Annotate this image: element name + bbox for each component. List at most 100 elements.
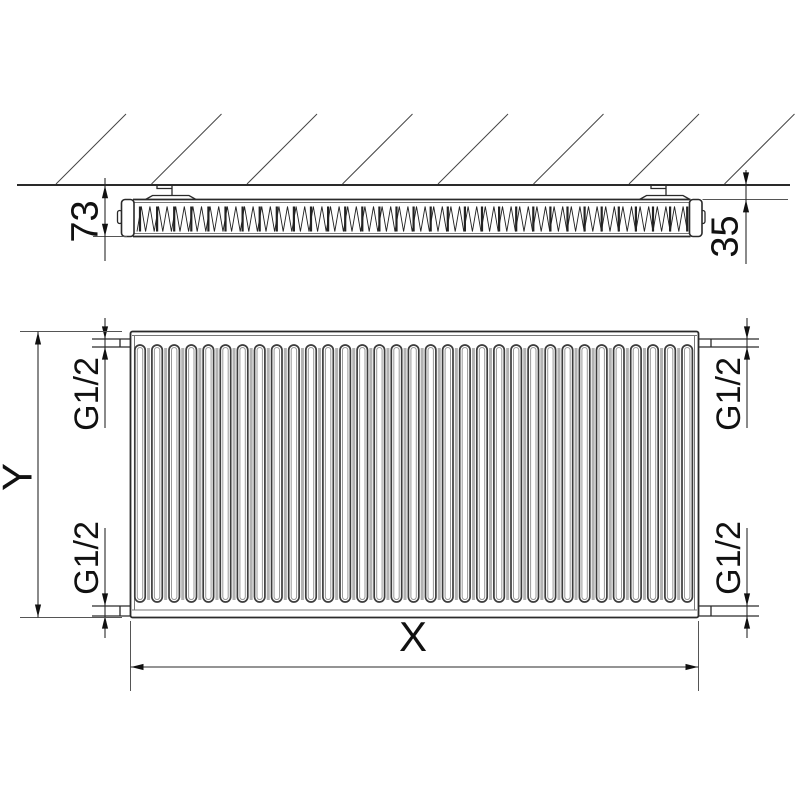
fin-slot [287, 344, 300, 603]
fin-slot-inner [666, 347, 674, 600]
dim-depth-arrow-down [101, 223, 109, 237]
arrow-down [743, 326, 751, 339]
arrow-left [131, 663, 144, 671]
fin-slot-inner [393, 347, 400, 600]
fin-slot-inner [564, 347, 571, 600]
fin-slot-inner [581, 347, 588, 600]
fin-gap-shading [147, 348, 681, 600]
hatch-line [55, 113, 127, 185]
dim-label-connection-bottom-left: G1/2 [68, 521, 106, 595]
fin-slot [270, 344, 283, 603]
dim-connection-bottom-right: G1/2 [710, 521, 751, 638]
side-view: 73 35 [17, 113, 795, 264]
fin-slot-inner [615, 347, 622, 600]
dim-label-wall-distance: 35 [704, 215, 746, 257]
fin-slot-inner [307, 347, 315, 600]
dim-label-connection-bottom-right: G1/2 [710, 521, 748, 595]
arrow-right [685, 663, 698, 671]
fin-slot [356, 344, 369, 603]
fin-slot [151, 344, 164, 603]
fin-slot [544, 344, 557, 603]
fin-slot-inner [171, 347, 178, 600]
dim-wall-distance-arrow-down [742, 172, 750, 185]
fin-slot-inner [342, 347, 349, 600]
fin-slot [527, 344, 540, 603]
fin-slot-inner [461, 347, 469, 600]
fin-slot-inner [478, 347, 486, 600]
fin-slot-inner [513, 347, 520, 600]
dim-height-extension-lines [20, 331, 122, 618]
fin-slot [475, 344, 489, 603]
fin-slot-inner [239, 347, 246, 600]
fin-slot [236, 344, 249, 603]
fin-slot-inner [359, 347, 366, 600]
dim-height: Y [0, 331, 122, 618]
fin-slot-inner [153, 347, 161, 600]
arrow-up [743, 616, 751, 629]
arrow-down [101, 593, 109, 606]
fin-slot-inner [598, 347, 605, 600]
zigzag-path [136, 206, 688, 232]
fin-slot [578, 344, 591, 603]
fin-slot [304, 344, 318, 603]
arrow-up [743, 347, 751, 360]
wall-bracket-right [639, 185, 691, 201]
dim-connection-bottom-left: G1/2 [68, 521, 109, 638]
wall-hatch [55, 113, 795, 185]
hatch-line [533, 113, 604, 185]
fin-slot [612, 344, 625, 603]
hatch-line [437, 113, 509, 185]
fin-slot [424, 344, 437, 603]
fin-slot [441, 344, 454, 603]
fin-slot-inner [222, 347, 229, 600]
convection-fin-zigzag [136, 206, 689, 232]
fin-slot-inner [495, 347, 503, 600]
fin-slot [133, 344, 147, 603]
fin-slot [493, 344, 506, 603]
fin-slot [185, 344, 198, 603]
radiator-side-body [116, 198, 706, 238]
fin-slot [390, 344, 403, 603]
hatch-line [342, 113, 413, 185]
fin-slot [407, 344, 420, 603]
fin-slot-inner [684, 347, 691, 600]
fin-slot-inner [444, 347, 452, 600]
dim-label-connection-top-right: G1/2 [710, 357, 748, 431]
hatch-line [246, 113, 318, 185]
arrow-down [34, 604, 42, 617]
dim-depth-arrow-up [101, 185, 109, 199]
fin-slot [168, 344, 181, 603]
dim-wall-distance: 35 [702, 170, 788, 264]
arrow-up [101, 347, 109, 360]
right-end-cap [688, 198, 703, 238]
fin-slot-inner [273, 347, 281, 600]
fin-slot [595, 344, 608, 603]
hatch-line [151, 113, 222, 185]
fin-slot-inner [290, 347, 298, 600]
dim-label-width: X [399, 613, 427, 660]
fin-slot [561, 344, 574, 603]
connection-stub-top-right [698, 338, 759, 348]
fin-slot-inner [632, 347, 640, 600]
fin-slot [664, 344, 677, 603]
connection-stub-bottom-left [92, 605, 131, 617]
dim-label-depth: 73 [64, 200, 106, 242]
wall-bracket-left [145, 185, 197, 201]
fin-slot-inner [649, 347, 657, 600]
fin-slot [629, 344, 642, 603]
dim-depth: 73 [64, 178, 127, 261]
dim-label-connection-top-left: G1/2 [68, 357, 106, 431]
dim-label-height: Y [0, 463, 41, 491]
fin-slot [510, 344, 523, 603]
fin-slot-inner [410, 347, 417, 600]
fin-slot-inner [256, 347, 263, 600]
fin-slot-inner [376, 347, 383, 600]
fin-slot-inner [188, 347, 195, 600]
connection-stub-top-left [92, 338, 131, 348]
fin-slot-inner [205, 347, 212, 600]
hatch-line [724, 113, 795, 185]
fin-slot [339, 344, 352, 603]
dim-connection-top-left: G1/2 [68, 318, 109, 431]
connection-stub-bottom-right [698, 605, 759, 617]
fin-slot [202, 344, 215, 603]
